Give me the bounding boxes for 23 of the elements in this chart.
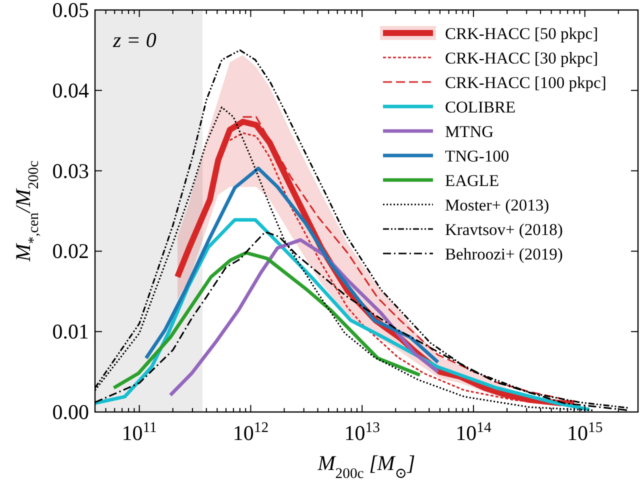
annotation: z = 0 (112, 28, 157, 52)
x-tick-label: 10$^{14}$ (456, 420, 492, 445)
legend-label: CRK-HACC [50 pkpc] (445, 24, 598, 43)
y-tick-label: 0.00 (52, 400, 89, 424)
x-tick-label: 10$^{11}$ (122, 420, 157, 445)
legend-label: CRK-HACC [100 pkpc] (445, 73, 606, 92)
legend-label: MTNG (445, 122, 494, 141)
legend-label: Behroozi+ (2019) (445, 244, 563, 264)
y-tick-label: 0.04 (52, 78, 90, 102)
legend-label: TNG-100 (445, 146, 510, 166)
x-tick-label: 10$^{12}$ (232, 420, 269, 445)
legend-label: Moster+ (2013) (445, 196, 550, 214)
y-tick-label: 0.02 (52, 239, 89, 264)
x-tick-label: 10$^{13}$ (344, 420, 380, 445)
legend-label: Kravtsov+ (2018) (445, 220, 563, 239)
x-tick-label: 10$^{15}$ (567, 420, 603, 445)
y-tick-label: 0.05 (52, 0, 89, 22)
legend-label: COLIBRE (445, 98, 516, 116)
y-tick-label: 0.03 (52, 158, 89, 183)
legend-label: EAGLE (445, 171, 500, 190)
y-tick-label: 0.01 (52, 320, 89, 344)
legend-label: CRK-HACC [30 pkpc] (445, 48, 598, 68)
x-axis-title: M$_{200c}$ [M$_{⊙}$] (316, 451, 416, 480)
